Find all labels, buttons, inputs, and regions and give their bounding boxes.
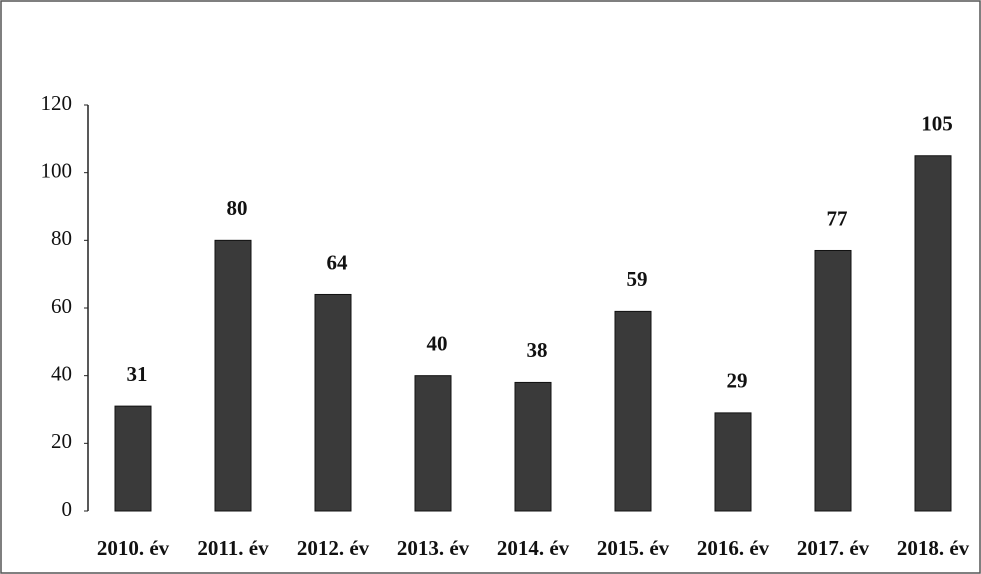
value-label: 31: [127, 362, 148, 386]
bar: [115, 406, 151, 511]
x-tick-label: 2015. év: [597, 536, 670, 560]
bar: [615, 311, 651, 511]
value-label: 64: [327, 250, 349, 274]
bar: [715, 413, 751, 511]
x-tick-label: 2014. év: [497, 536, 570, 560]
value-label: 38: [527, 338, 548, 362]
value-label: 40: [427, 331, 448, 355]
value-label: 29: [727, 369, 748, 393]
value-label: 77: [827, 206, 848, 230]
value-label: 80: [227, 196, 248, 220]
y-tick-label: 80: [51, 226, 72, 250]
value-label: 105: [921, 112, 953, 136]
y-tick-label: 100: [41, 158, 73, 182]
x-tick-label: 2017. év: [797, 536, 870, 560]
x-tick-label: 2011. év: [197, 536, 269, 560]
x-tick-label: 2013. év: [397, 536, 470, 560]
x-tick-label: 2012. év: [297, 536, 370, 560]
bar: [315, 294, 351, 511]
bar: [415, 376, 451, 511]
y-tick-label: 0: [62, 497, 73, 521]
bar: [215, 240, 251, 511]
bar: [815, 250, 851, 511]
value-label: 59: [627, 267, 648, 291]
x-tick-label: 2018. év: [897, 536, 970, 560]
x-tick-label: 2010. év: [97, 536, 170, 560]
y-tick-label: 40: [51, 361, 72, 385]
x-tick-label: 2016. év: [697, 536, 770, 560]
y-tick-label: 120: [41, 91, 73, 115]
y-tick-label: 60: [51, 294, 72, 318]
chart: 0 20 40 60 80 100 120 2010. év 31 2011. év 80 2012.…: [0, 0, 981, 574]
bar: [915, 156, 951, 511]
bar: [515, 382, 551, 511]
y-tick-label: 20: [51, 429, 72, 453]
